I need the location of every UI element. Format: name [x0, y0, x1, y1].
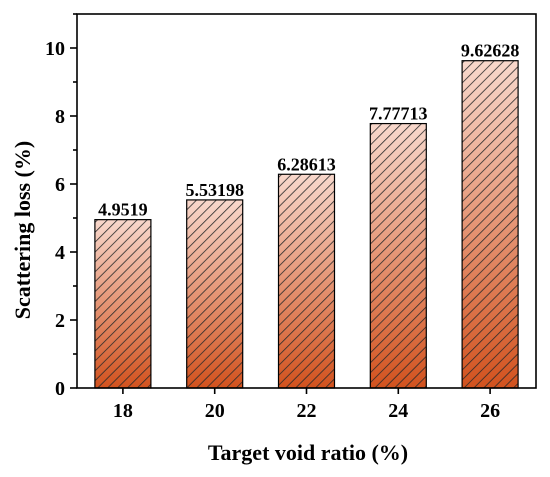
bar-hatch — [94, 219, 152, 389]
data-label-24: 7.77713 — [369, 104, 428, 124]
data-label-26: 9.62628 — [461, 41, 520, 61]
x-tick-label-18: 18 — [113, 400, 133, 422]
x-tick-label-22: 22 — [297, 400, 317, 422]
data-labels: 4.9519 5.53198 6.28613 7.77713 9.62628 — [98, 41, 519, 220]
bar-22 — [277, 173, 336, 389]
bar-hatch — [461, 60, 519, 389]
data-label-18: 4.9519 — [98, 200, 148, 220]
x-axis-label: Target void ratio (%) — [208, 440, 408, 465]
bar-hatch — [277, 173, 336, 389]
y-tick-label-8: 8 — [55, 106, 65, 128]
bar-hatch — [186, 199, 244, 389]
y-axis-label: Scattering loss (%) — [10, 141, 35, 319]
bar-hatch — [369, 122, 427, 389]
y-tick-label-0: 0 — [55, 378, 65, 400]
y-tick-label-6: 6 — [55, 174, 65, 196]
data-label-20: 5.53198 — [185, 180, 244, 200]
x-axis: 18 20 22 24 26 — [113, 388, 500, 422]
y-tick-label-2: 2 — [55, 310, 65, 332]
bar-18 — [94, 219, 152, 389]
y-tick-label-10: 10 — [45, 38, 65, 60]
y-axis: 0 2 4 6 8 10 — [45, 13, 77, 400]
x-tick-label-20: 20 — [205, 400, 225, 422]
bar-26 — [461, 60, 519, 389]
x-tick-label-24: 24 — [388, 400, 408, 422]
bar-20 — [186, 199, 244, 389]
data-label-22: 6.28613 — [277, 154, 336, 174]
bars — [94, 60, 519, 389]
x-tick-label-26: 26 — [480, 400, 500, 422]
y-tick-label-4: 4 — [55, 242, 65, 264]
bar-24 — [369, 122, 427, 389]
